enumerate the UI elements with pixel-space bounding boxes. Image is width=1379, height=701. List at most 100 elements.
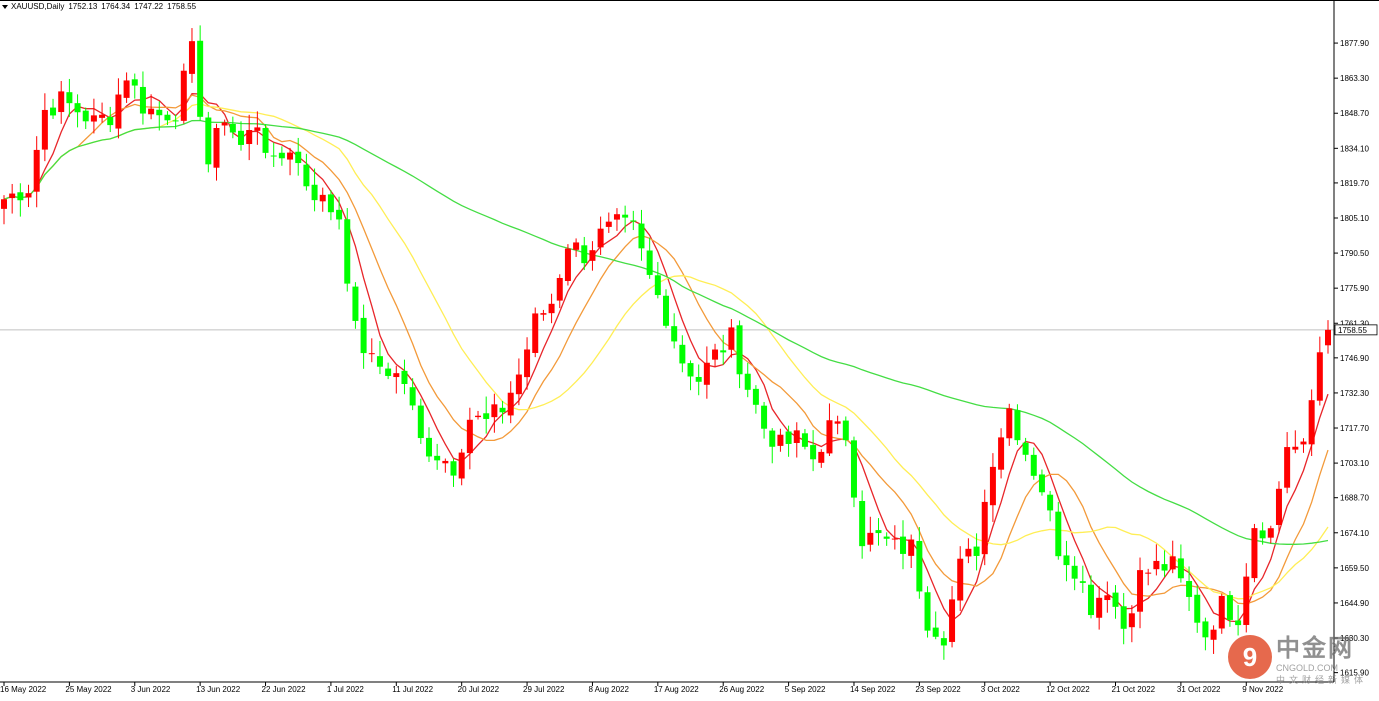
candle-body (671, 326, 678, 342)
candle (507, 381, 514, 424)
candle (1325, 320, 1331, 354)
watermark: 9 中金网 CNGOLD.COM 中文财经新媒体 (1227, 628, 1367, 686)
candle-body (1308, 400, 1315, 445)
candle-body (336, 209, 343, 220)
candle-body (1071, 565, 1078, 579)
candle (687, 360, 694, 391)
candle-body (720, 350, 727, 353)
candle-body (41, 109, 48, 150)
candle-body (687, 363, 694, 377)
candle-body (180, 70, 187, 121)
candle (458, 448, 465, 486)
candle (229, 116, 236, 139)
candle-body (605, 221, 612, 227)
candle (319, 187, 326, 212)
candle (998, 428, 1005, 479)
candle (409, 378, 416, 411)
candle-body (115, 94, 122, 129)
y-tick-label: 1746.90 (1340, 354, 1369, 363)
chart-header: XAUUSD,Daily 1752.13 1764.34 1747.22 1758.55 (2, 2, 200, 11)
candle (1226, 590, 1233, 627)
candle (1292, 430, 1299, 454)
candle-body (932, 627, 939, 637)
candle (246, 114, 253, 161)
candle (564, 244, 571, 286)
candle-body (654, 275, 661, 296)
candle (532, 307, 539, 358)
candle-body (507, 392, 514, 416)
candle (973, 533, 980, 571)
candle-body (139, 86, 146, 114)
candle-body (850, 440, 857, 498)
candle-body (622, 214, 629, 218)
candle-body (842, 420, 849, 441)
candle (695, 364, 702, 396)
candle-body (597, 228, 604, 248)
candle (1243, 563, 1250, 633)
candle (597, 216, 604, 255)
candle (1047, 490, 1054, 522)
candles-layer (1, 25, 1331, 660)
candle-body (540, 313, 547, 315)
candle (17, 183, 24, 217)
candle (278, 146, 285, 166)
watermark-text: 中金网 CNGOLD.COM 中文财经新媒体 (1276, 628, 1367, 686)
candle (524, 337, 531, 390)
high-value: 1764.34 (101, 2, 131, 11)
candle (1079, 565, 1086, 593)
candle (515, 358, 522, 406)
candle (589, 241, 596, 271)
candle-body (1022, 442, 1029, 455)
ma-line-ma5 (3, 93, 1329, 623)
candle-body (1275, 488, 1282, 525)
candle (720, 334, 727, 365)
candle (74, 94, 81, 128)
candle-body (327, 194, 334, 213)
candle (850, 436, 857, 508)
candle (82, 107, 89, 130)
candle (573, 238, 580, 257)
candle-body (1177, 558, 1184, 579)
candle-body (1259, 530, 1266, 539)
candle (238, 121, 245, 151)
candle-body (385, 368, 392, 376)
candle (1177, 544, 1184, 583)
candle (1161, 550, 1168, 577)
candle (769, 428, 776, 464)
candle (1120, 593, 1127, 645)
dropdown-triangle-icon[interactable] (2, 4, 8, 9)
candle (205, 111, 212, 173)
candle (1316, 336, 1323, 406)
candle-body (303, 164, 310, 187)
x-tick-label: 16 May 2022 (0, 685, 47, 694)
candle-body (515, 374, 522, 395)
candle (989, 453, 996, 522)
candle (744, 362, 751, 398)
candle (875, 518, 882, 546)
candle (1, 195, 7, 225)
candle-body (1251, 528, 1258, 579)
candle-body (1194, 594, 1201, 623)
candle-body (1325, 329, 1331, 346)
candle-body (1243, 576, 1250, 625)
candle-body (744, 373, 751, 390)
candle (540, 309, 547, 321)
candle-body (1210, 629, 1217, 640)
candle-body (1006, 408, 1013, 439)
candle (303, 153, 310, 191)
candle-body (9, 193, 16, 199)
x-tick-label: 21 Oct 2022 (1112, 685, 1156, 694)
candle (197, 25, 204, 121)
candle-body (940, 638, 947, 646)
candle (188, 28, 195, 83)
candle-body (736, 325, 743, 375)
candle (41, 93, 48, 162)
x-tick-label: 23 Sep 2022 (915, 685, 961, 694)
candle-body (1137, 570, 1144, 612)
candle (932, 611, 939, 640)
candle-body (148, 108, 155, 115)
candle-body (475, 415, 482, 418)
candle (1251, 523, 1258, 583)
candle (1300, 438, 1307, 453)
